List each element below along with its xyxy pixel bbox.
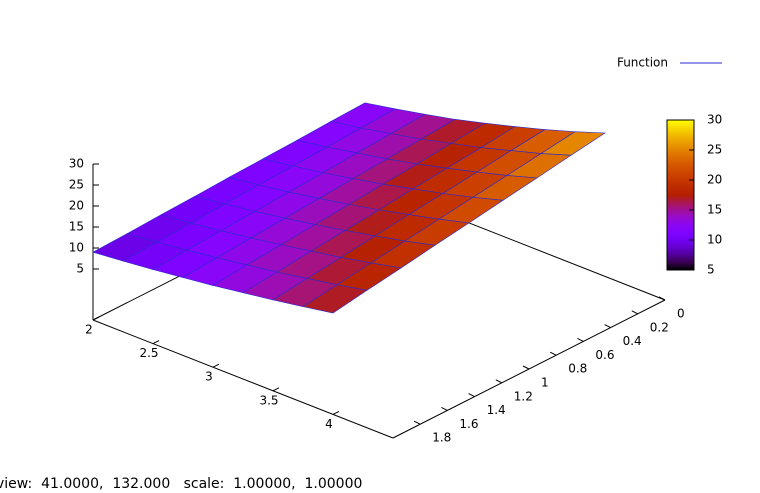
x-tick <box>152 340 160 345</box>
y-tick <box>577 337 584 342</box>
z-tick-label: 20 <box>69 199 84 213</box>
y-tick-label: 1.4 <box>487 403 506 417</box>
y-tick-label: 1.8 <box>432 431 451 445</box>
colorbox-tick-label: 30 <box>707 113 722 127</box>
y-tick-label: 1 <box>541 376 549 390</box>
y-tick-label: 0.2 <box>650 320 669 334</box>
y-tick <box>658 296 666 301</box>
y-tick <box>495 379 503 384</box>
y-tick <box>413 420 421 425</box>
x-tick-label: 4 <box>325 417 333 431</box>
x-axis <box>92 319 394 439</box>
x-tick <box>212 363 220 368</box>
x-tick <box>92 316 100 321</box>
z-tick-label: 25 <box>69 178 84 192</box>
legend-label: Function <box>617 56 668 70</box>
colorbox-tick-label: 5 <box>707 263 715 277</box>
y-tick-label: 0.4 <box>623 334 642 348</box>
x-tick-label: 3 <box>205 370 213 384</box>
colorbox-tick-label: 25 <box>707 143 722 157</box>
y-tick <box>468 393 475 398</box>
colorbox <box>666 119 695 271</box>
z-tick-label: 15 <box>69 220 84 234</box>
y-tick <box>604 324 611 329</box>
status-text: view: 41.0000, 132.000 scale: 1.00000, 1… <box>0 476 362 492</box>
y-tick <box>549 351 557 356</box>
colorbox-tick-label: 15 <box>707 203 722 217</box>
x-tick-label: 2.5 <box>139 346 158 360</box>
z-tick-label: 30 <box>69 157 84 171</box>
surface-cell <box>302 284 368 314</box>
y-tick-label: 1.2 <box>514 389 533 403</box>
x-tick <box>332 410 340 415</box>
x-tick-label: 2 <box>85 323 93 337</box>
colorbox-tick-label: 10 <box>707 233 722 247</box>
y-tick <box>631 310 639 315</box>
x-tick <box>272 387 280 392</box>
y-tick <box>441 406 448 411</box>
y-tick-label: 1.6 <box>459 417 478 431</box>
y-tick-label: 0.8 <box>568 362 587 376</box>
y-tick-label: 0 <box>677 307 685 321</box>
x-tick-label: 3.5 <box>259 393 278 407</box>
y-tick <box>522 365 530 370</box>
y-tick-label: 0.6 <box>595 348 614 362</box>
z-tick-label: 5 <box>76 262 84 276</box>
z-tick-label: 10 <box>69 241 84 255</box>
colorbox-tick-label: 20 <box>707 173 722 187</box>
